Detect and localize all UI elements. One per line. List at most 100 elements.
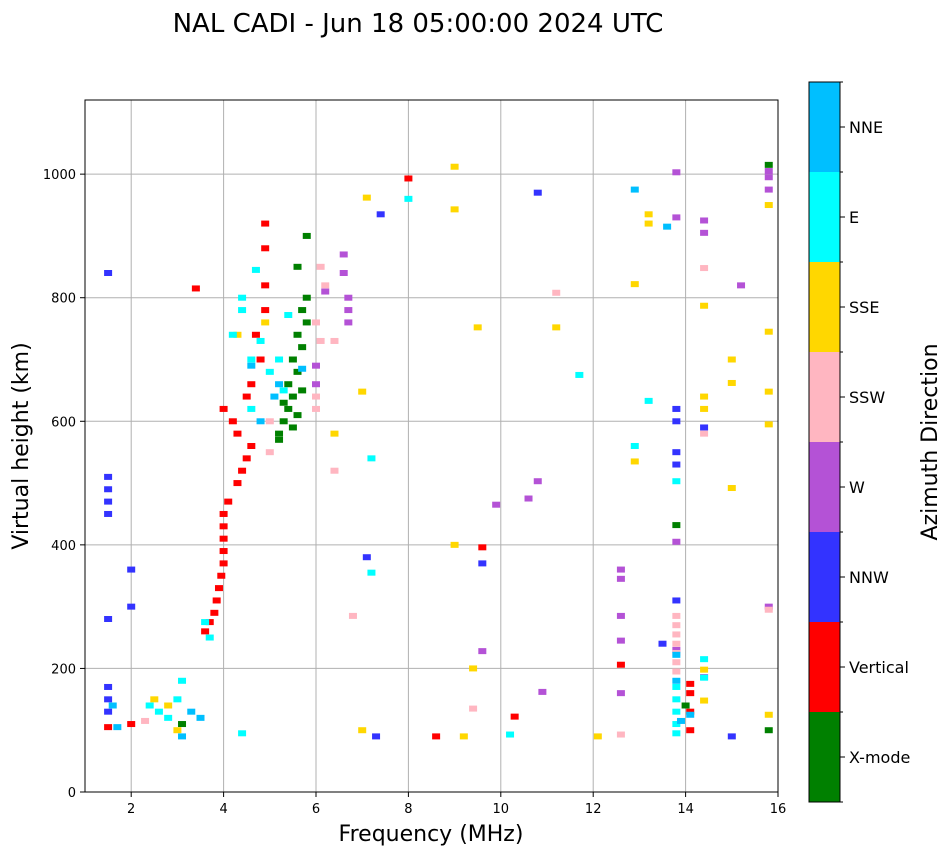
data-point bbox=[330, 467, 339, 474]
data-point bbox=[676, 717, 685, 724]
colorbar-segment bbox=[809, 532, 840, 622]
data-point bbox=[524, 495, 533, 502]
data-point bbox=[575, 371, 584, 378]
x-axis-label: Frequency (MHz) bbox=[339, 822, 524, 847]
data-point bbox=[616, 690, 625, 697]
data-point bbox=[316, 263, 325, 270]
data-point bbox=[127, 721, 136, 728]
data-point bbox=[217, 572, 226, 579]
data-point bbox=[681, 702, 690, 709]
data-point bbox=[672, 214, 681, 221]
data-point bbox=[261, 220, 270, 227]
plot-area bbox=[85, 100, 778, 792]
data-point bbox=[700, 430, 709, 437]
colorbar-segment bbox=[809, 442, 840, 532]
data-point bbox=[164, 714, 173, 721]
colorbar-segment bbox=[809, 262, 840, 352]
data-point bbox=[104, 696, 113, 703]
data-point bbox=[251, 266, 260, 273]
data-point bbox=[247, 381, 256, 388]
x-tick-label: 6 bbox=[312, 802, 320, 817]
data-point bbox=[302, 294, 311, 301]
data-point bbox=[196, 714, 205, 721]
data-point bbox=[298, 344, 307, 351]
data-point bbox=[672, 640, 681, 647]
data-point bbox=[700, 229, 709, 236]
data-point bbox=[616, 575, 625, 582]
colorbar-segment bbox=[809, 712, 840, 802]
data-point bbox=[764, 421, 773, 428]
x-tick-label: 12 bbox=[585, 802, 602, 817]
series-nnw bbox=[104, 189, 736, 740]
data-point bbox=[154, 708, 163, 715]
data-point bbox=[672, 730, 681, 737]
colorbar-tick-label: SSE bbox=[849, 298, 879, 317]
series-nne bbox=[108, 186, 695, 740]
data-point bbox=[247, 405, 256, 412]
data-point bbox=[700, 217, 709, 224]
x-tick-label: 8 bbox=[404, 802, 412, 817]
data-point bbox=[247, 362, 256, 369]
data-point bbox=[288, 356, 297, 363]
data-point bbox=[242, 455, 251, 462]
data-point bbox=[293, 368, 302, 375]
plot-frame bbox=[84, 99, 779, 793]
data-point bbox=[672, 169, 681, 176]
data-point bbox=[533, 189, 542, 196]
data-point bbox=[672, 721, 681, 728]
data-point bbox=[672, 708, 681, 715]
data-point bbox=[219, 405, 228, 412]
data-point bbox=[727, 733, 736, 740]
data-point bbox=[459, 733, 468, 740]
data-point bbox=[256, 356, 265, 363]
data-point bbox=[672, 449, 681, 456]
y-tick-label: 1000 bbox=[43, 168, 76, 183]
data-point bbox=[256, 418, 265, 425]
data-point bbox=[367, 569, 376, 576]
data-point bbox=[672, 597, 681, 604]
data-point bbox=[288, 393, 297, 400]
data-point bbox=[339, 270, 348, 276]
data-point bbox=[275, 430, 284, 437]
data-point bbox=[284, 381, 293, 388]
data-point bbox=[616, 661, 625, 668]
data-point bbox=[113, 724, 122, 731]
data-point bbox=[238, 307, 247, 314]
y-tick-label: 200 bbox=[51, 662, 76, 677]
data-point bbox=[145, 702, 154, 709]
data-point bbox=[312, 405, 320, 412]
data-point bbox=[672, 646, 681, 653]
data-point bbox=[302, 319, 311, 326]
data-point bbox=[404, 175, 413, 182]
data-point bbox=[164, 702, 173, 709]
data-point bbox=[630, 458, 639, 465]
data-point bbox=[764, 161, 773, 168]
data-point bbox=[104, 498, 113, 505]
data-point bbox=[330, 430, 339, 437]
y-axis-label: Virtual height (km) bbox=[9, 342, 34, 549]
data-point bbox=[210, 609, 219, 616]
data-point bbox=[700, 656, 709, 663]
data-point bbox=[764, 727, 773, 734]
data-point bbox=[686, 727, 695, 734]
data-point bbox=[344, 294, 353, 301]
data-point bbox=[247, 443, 256, 449]
data-point bbox=[316, 337, 325, 344]
data-point bbox=[538, 688, 547, 695]
data-point bbox=[764, 202, 773, 209]
data-point bbox=[261, 319, 270, 326]
data-point bbox=[312, 362, 320, 369]
data-point bbox=[672, 522, 681, 529]
data-point bbox=[104, 510, 113, 517]
data-point bbox=[270, 393, 279, 400]
data-point bbox=[700, 666, 709, 673]
colorbar-segment bbox=[809, 352, 840, 442]
colorbar-tick-label: X-mode bbox=[849, 748, 910, 767]
series-vertical bbox=[104, 175, 695, 740]
data-point bbox=[672, 668, 681, 675]
data-point bbox=[312, 393, 320, 400]
data-point bbox=[178, 677, 187, 684]
data-point bbox=[205, 634, 214, 641]
data-point bbox=[298, 307, 307, 314]
data-point bbox=[104, 724, 113, 731]
